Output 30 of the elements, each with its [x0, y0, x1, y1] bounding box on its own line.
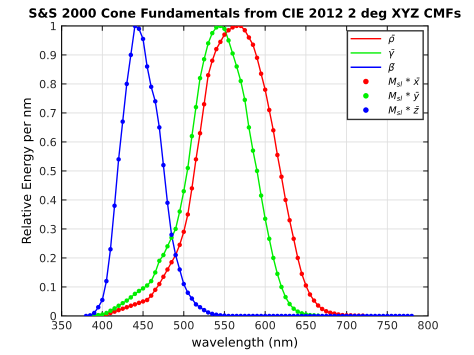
chart-title: S&S 2000 Cone Fundamentals from CIE 2012 2 deg XYZ CMFs — [29, 8, 461, 20]
y-tick-label: 0.3 — [40, 224, 56, 234]
x-tick-label: 750 — [378, 321, 398, 330]
y-tick-label: 0.8 — [40, 80, 56, 88]
x-tick-label: 800 — [418, 321, 438, 330]
x-tick-label: 600 — [255, 321, 276, 330]
y-tick-label: 0.7 — [40, 108, 56, 118]
x-tick-label: 700 — [336, 321, 356, 330]
x-axis-title: wavelength (nm) — [192, 337, 298, 350]
x-tick-label: 450 — [132, 321, 153, 330]
y-axis-title: Relative Energy per nm — [21, 98, 34, 244]
x-tick-label: 350 — [52, 321, 72, 330]
y-tick-label: 0.6 — [40, 138, 56, 146]
x-tick-label: 650 — [296, 321, 316, 330]
legend-label: ρ̄ — [388, 34, 395, 44]
y-tick-label: 0.2 — [40, 254, 56, 262]
legend-label: β̄ — [388, 63, 395, 73]
y-tick-label: 0.1 — [40, 282, 56, 292]
y-tick-label: 0.4 — [40, 196, 56, 204]
x-tick-label: 400 — [92, 321, 112, 330]
y-tick-label: 1 — [50, 22, 56, 30]
legend-label: M$_{sl}$ * ȳ — [388, 92, 420, 102]
y-tick-label: 0 — [50, 312, 56, 320]
legend-label: γ̄ — [388, 49, 394, 58]
x-tick-label: 500 — [174, 321, 194, 330]
x-tick-label: 550 — [214, 321, 234, 330]
y-tick-label: 0.5 — [40, 166, 56, 176]
y-tick-label: 0.9 — [40, 50, 56, 60]
legend-label: M$_{sl}$ * x̄ — [388, 78, 420, 87]
legend-label: M$_{sl}$ * z̄ — [388, 106, 419, 116]
